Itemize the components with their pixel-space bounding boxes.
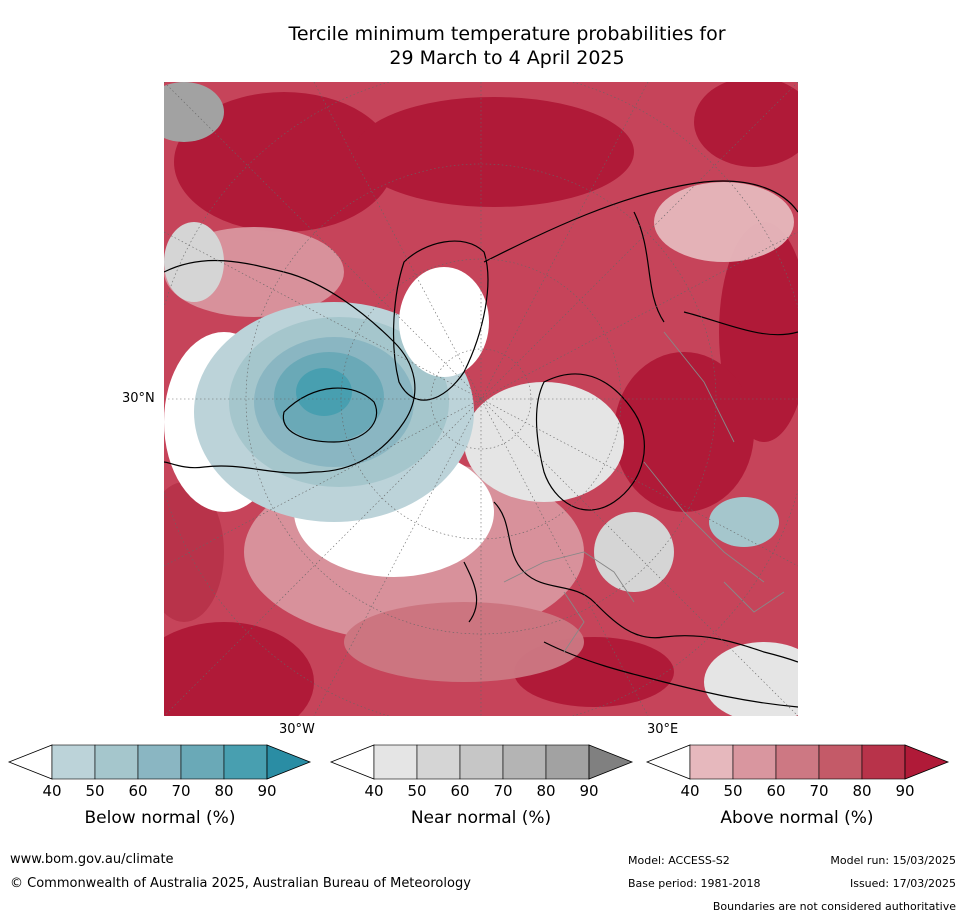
colorbar-segment — [502, 744, 547, 780]
title-line-2: 29 March to 4 April 2025 — [389, 47, 625, 69]
lat-label-30n: 30°N — [122, 391, 155, 406]
disclaimer-text: Boundaries are not considered authoritat… — [712, 900, 956, 913]
colorbar-segment — [223, 744, 268, 780]
colorbar-segment — [94, 744, 139, 780]
colorbar-tick-label: 80 — [214, 782, 234, 800]
issued-text: Issued: 17/03/2025 — [849, 877, 956, 890]
lon-label-30w: 30°W — [279, 722, 315, 737]
colorbar-tick-label: 70 — [809, 782, 829, 800]
colorbar-segment — [373, 744, 418, 780]
colorbar-segment — [416, 744, 461, 780]
colorbar-below-normal — [7, 744, 312, 780]
colorbar-extend-high — [266, 744, 312, 780]
colorbar-tick-label: 60 — [450, 782, 470, 800]
colorbar-tick-label: 40 — [364, 782, 384, 800]
colorbar-tick-label: 80 — [852, 782, 872, 800]
colorbar-segment — [180, 744, 225, 780]
label-near-normal: Near normal (%) — [410, 808, 552, 828]
colorbar-tick-label: 50 — [723, 782, 743, 800]
coastlines — [164, 180, 798, 708]
colorbar-segment — [51, 744, 96, 780]
colorbar-segment — [818, 744, 863, 780]
colorbar-segment — [861, 744, 906, 780]
country-boundaries — [503, 331, 785, 653]
colorbar-extend-low — [329, 744, 375, 780]
colorbar-tick-label: 40 — [680, 782, 700, 800]
colorbar-segment — [689, 744, 734, 780]
label-below-normal: Below normal (%) — [84, 808, 236, 828]
colorbar-tick-label: 60 — [128, 782, 148, 800]
colorbar-above-normal — [645, 744, 950, 780]
colorbar-tick-label: 90 — [579, 782, 599, 800]
colorbar-segment — [545, 744, 590, 780]
colorbar-tick-label: 60 — [766, 782, 786, 800]
colorbar-tick-label: 50 — [85, 782, 105, 800]
colorbar-extend-high — [904, 744, 950, 780]
colorbar-segment — [732, 744, 777, 780]
colorbar-tick-label: 90 — [895, 782, 915, 800]
colorbar-tick-label: 90 — [257, 782, 277, 800]
colorbar-segment — [137, 744, 182, 780]
lon-label-30e: 30°E — [647, 722, 679, 737]
legend-below-normal — [7, 744, 312, 780]
colorbar-extend-low — [7, 744, 53, 780]
probability-map — [164, 82, 798, 716]
colorbar-segment — [775, 744, 820, 780]
colorbar-tick-label: 80 — [536, 782, 556, 800]
colorbar-tick-label: 70 — [493, 782, 513, 800]
model-run-text: Model run: 15/03/2025 — [830, 854, 956, 867]
greenland-near-normal — [399, 267, 489, 377]
map-title: Tercile minimum temperature probabilitie… — [165, 22, 849, 70]
colorbar-near-normal — [329, 744, 634, 780]
model-text: Model: ACCESS-S2 — [628, 854, 730, 867]
colorbar-tick-label: 40 — [42, 782, 62, 800]
colorbar-tick-label: 50 — [407, 782, 427, 800]
colorbar-segment — [459, 744, 504, 780]
graticule — [164, 82, 798, 716]
colorbar-extend-low — [645, 744, 691, 780]
website-link[interactable]: www.bom.gov.au/climate — [10, 852, 174, 867]
base-period-text: Base period: 1981-2018 — [628, 877, 761, 890]
copyright-text: © Commonwealth of Australia 2025, Austra… — [10, 876, 471, 891]
legend-near-normal — [329, 744, 634, 780]
legend-above-normal — [645, 744, 950, 780]
title-line-1: Tercile minimum temperature probabilitie… — [288, 23, 726, 45]
label-above-normal: Above normal (%) — [720, 808, 874, 828]
colorbar-extend-high — [588, 744, 634, 780]
colorbar-tick-label: 70 — [171, 782, 191, 800]
map-canvas — [164, 82, 798, 716]
